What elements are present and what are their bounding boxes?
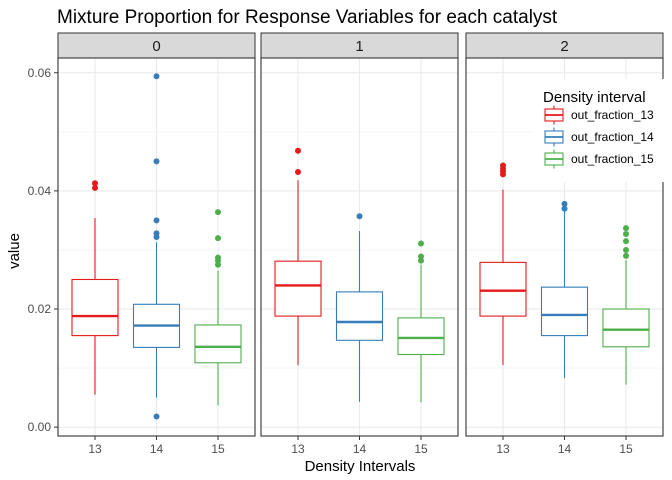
y-tick-label: 0.00 bbox=[28, 420, 52, 434]
outlier-point bbox=[295, 147, 301, 154]
outlier-point bbox=[215, 235, 221, 242]
outlier-point bbox=[92, 184, 98, 191]
box-0-15 bbox=[194, 209, 242, 406]
y-axis: 0.00 0.02 0.04 0.06 bbox=[28, 66, 58, 434]
facet-panel-0: 0 bbox=[57, 32, 256, 437]
legend: Density interval out_fraction_13out_frac… bbox=[533, 79, 672, 182]
outlier-point bbox=[623, 238, 629, 245]
legend-label: out_fraction_13 bbox=[571, 108, 654, 122]
facet-panel-1: 1 bbox=[260, 32, 459, 437]
outlier-point bbox=[418, 253, 424, 260]
y-tick-label: 0.06 bbox=[28, 66, 52, 80]
legend-label: out_fraction_15 bbox=[571, 152, 654, 166]
outlier-point bbox=[153, 73, 160, 80]
x-tick-label: 13 bbox=[291, 442, 305, 456]
outlier-point bbox=[561, 200, 568, 207]
box-2-14 bbox=[540, 200, 589, 379]
y-axis-title: value bbox=[6, 233, 23, 269]
box-0-14 bbox=[132, 73, 181, 420]
x-tick-label: 14 bbox=[353, 442, 367, 456]
outlier-point bbox=[500, 162, 506, 169]
x-tick-label: 13 bbox=[496, 442, 510, 456]
x-tick-label: 15 bbox=[414, 442, 428, 456]
x-tick-label: 14 bbox=[558, 442, 572, 456]
outlier-point bbox=[153, 413, 160, 420]
facet-strip-label: 2 bbox=[560, 38, 568, 55]
outlier-point bbox=[356, 213, 363, 220]
x-tick-label: 14 bbox=[150, 442, 164, 456]
x-tick-label: 15 bbox=[619, 442, 633, 456]
box-1-13 bbox=[274, 147, 322, 366]
facet-strip-label: 1 bbox=[355, 38, 363, 55]
box-1-14 bbox=[335, 213, 384, 402]
box-iqr bbox=[540, 286, 589, 337]
outlier-point bbox=[153, 158, 160, 165]
outlier-point bbox=[215, 261, 221, 268]
facet-strip bbox=[465, 32, 664, 59]
outlier-point bbox=[418, 257, 424, 264]
outlier-point bbox=[92, 180, 98, 187]
box-iqr bbox=[335, 291, 384, 341]
outlier-point bbox=[561, 205, 568, 212]
chart-title: Mixture Proportion for Response Variable… bbox=[57, 7, 558, 28]
outlier-point bbox=[623, 252, 629, 259]
legend-entry-out_fraction_14: out_fraction_14 bbox=[544, 127, 654, 147]
outlier-point bbox=[295, 168, 301, 175]
box-1-15 bbox=[397, 240, 445, 403]
outlier-point bbox=[153, 217, 160, 224]
outlier-point bbox=[153, 230, 160, 237]
outlier-point bbox=[418, 240, 424, 247]
box-iqr bbox=[479, 261, 527, 317]
facet-strip bbox=[260, 32, 459, 59]
legend-label: out_fraction_14 bbox=[571, 130, 654, 144]
x-axis-title: Density Intervals bbox=[305, 458, 416, 475]
outlier-point bbox=[623, 246, 629, 253]
box-iqr bbox=[71, 278, 119, 337]
box-2-13 bbox=[479, 162, 527, 366]
outlier-point bbox=[623, 231, 629, 238]
legend-title: Density interval bbox=[543, 89, 646, 106]
box-2-15 bbox=[602, 225, 650, 385]
x-tick-label: 13 bbox=[88, 442, 102, 456]
x-tick-label: 15 bbox=[211, 442, 225, 456]
box-iqr bbox=[602, 308, 650, 348]
legend-entries: out_fraction_13 out_fraction_14 out_fracti… bbox=[544, 105, 654, 169]
box-iqr bbox=[274, 260, 322, 317]
legend-entry-out_fraction_15: out_fraction_15 bbox=[544, 149, 654, 169]
outlier-point bbox=[215, 254, 221, 261]
legend-entry-out_fraction_13: out_fraction_13 bbox=[544, 105, 654, 125]
y-tick-label: 0.02 bbox=[28, 302, 52, 316]
box-iqr bbox=[397, 317, 445, 356]
x-axis: 13 14 15 13 14 15 13 14 15 bbox=[88, 436, 633, 456]
outlier-point bbox=[623, 225, 629, 232]
y-tick-label: 0.04 bbox=[28, 184, 52, 198]
facet-strip bbox=[57, 32, 256, 59]
box-0-13 bbox=[71, 180, 119, 395]
facet-strip-label: 0 bbox=[152, 38, 160, 55]
box-iqr bbox=[194, 324, 242, 364]
outlier-point bbox=[215, 209, 221, 216]
